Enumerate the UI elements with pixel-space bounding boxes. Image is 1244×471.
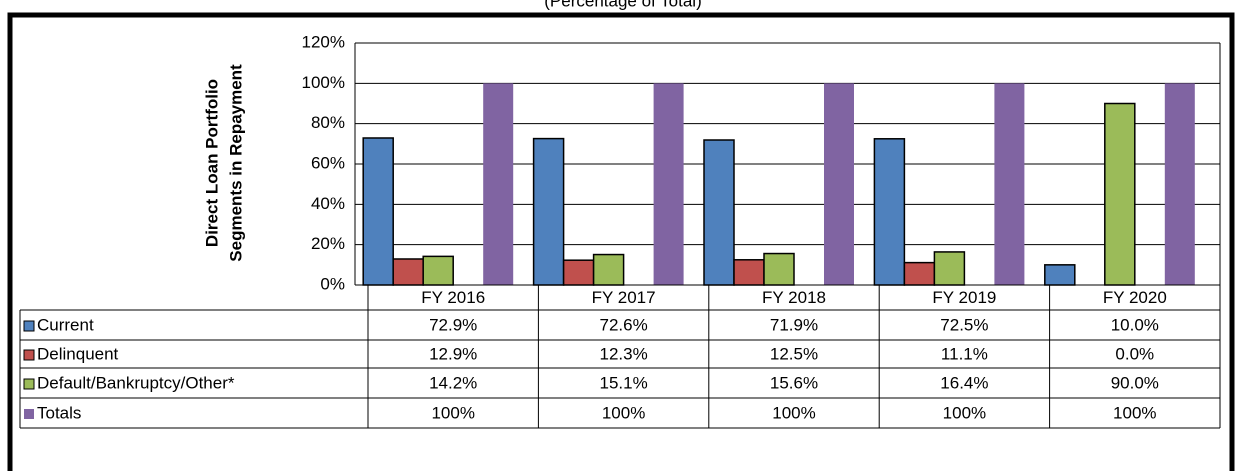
table-value: 72.6% (599, 315, 647, 334)
table-value: 100% (772, 403, 815, 422)
bar (532, 137, 565, 286)
y-tick-label: 0% (320, 274, 345, 293)
legend-key (23, 320, 35, 332)
legend-key (24, 409, 34, 419)
bar (592, 253, 625, 286)
y-axis-title: Direct Loan Portfolio Segments in Repaym… (202, 64, 245, 262)
table-value: 90.0% (1111, 373, 1159, 392)
bar (483, 83, 514, 285)
bar (873, 138, 906, 286)
table-value: 72.9% (429, 315, 477, 334)
y-tick-label: 80% (311, 113, 345, 132)
bar (362, 137, 394, 286)
bar (703, 139, 735, 286)
y-tick-label: 100% (302, 73, 345, 92)
y-axis-title-line: Segments in Repayment (226, 64, 245, 262)
chart-title: (Percentage of Total) (544, 0, 702, 10)
frame (7, 12, 1235, 471)
x-tick-label: FY 2016 (421, 288, 485, 307)
legend-key (23, 378, 35, 390)
bar (1104, 102, 1136, 286)
legend-label: Current (37, 315, 94, 334)
x-tick-label: FY 2019 (932, 288, 996, 307)
y-tick-label: 40% (311, 194, 345, 213)
table-value: 15.6% (770, 373, 818, 392)
x-tick-label: FY 2020 (1103, 288, 1167, 307)
bar (763, 252, 795, 286)
legend-label: Default/Bankruptcy/Other* (37, 373, 235, 392)
bar (562, 259, 595, 286)
table-value: 100% (431, 403, 474, 422)
bar (1044, 264, 1076, 286)
bar (392, 258, 424, 286)
table-value: 16.4% (940, 373, 988, 392)
table-value: 71.9% (770, 315, 818, 334)
table-value: 72.5% (940, 315, 988, 334)
bar (422, 255, 454, 286)
table-value: 0.0% (1115, 344, 1154, 363)
bar (903, 261, 936, 286)
table-value: 100% (602, 403, 645, 422)
table-value: 14.2% (429, 373, 477, 392)
y-axis-title-line: Direct Loan Portfolio (202, 79, 221, 247)
x-tick-label: FY 2018 (762, 288, 826, 307)
legend-key (23, 349, 35, 361)
bar (653, 83, 684, 285)
y-tick-label: 60% (311, 153, 345, 172)
bar (1164, 83, 1195, 285)
table-value: 100% (943, 403, 986, 422)
table-value: 12.9% (429, 344, 477, 363)
bar (933, 251, 966, 286)
table-value: 11.1% (941, 344, 988, 363)
table-value: 15.1% (599, 373, 647, 392)
y-tick-label: 120% (302, 32, 345, 51)
bar (733, 259, 765, 286)
table-value: 12.3% (599, 344, 647, 363)
table-value: 10.0% (1111, 315, 1159, 334)
legend-label: Totals (37, 403, 81, 422)
y-tick-label: 20% (311, 234, 345, 253)
bar (824, 83, 854, 285)
legend-label: Delinquent (37, 344, 119, 363)
bar (994, 83, 1025, 285)
table-value: 100% (1113, 403, 1156, 422)
table-value: 12.5% (770, 344, 818, 363)
x-tick-label: FY 2017 (592, 288, 656, 307)
